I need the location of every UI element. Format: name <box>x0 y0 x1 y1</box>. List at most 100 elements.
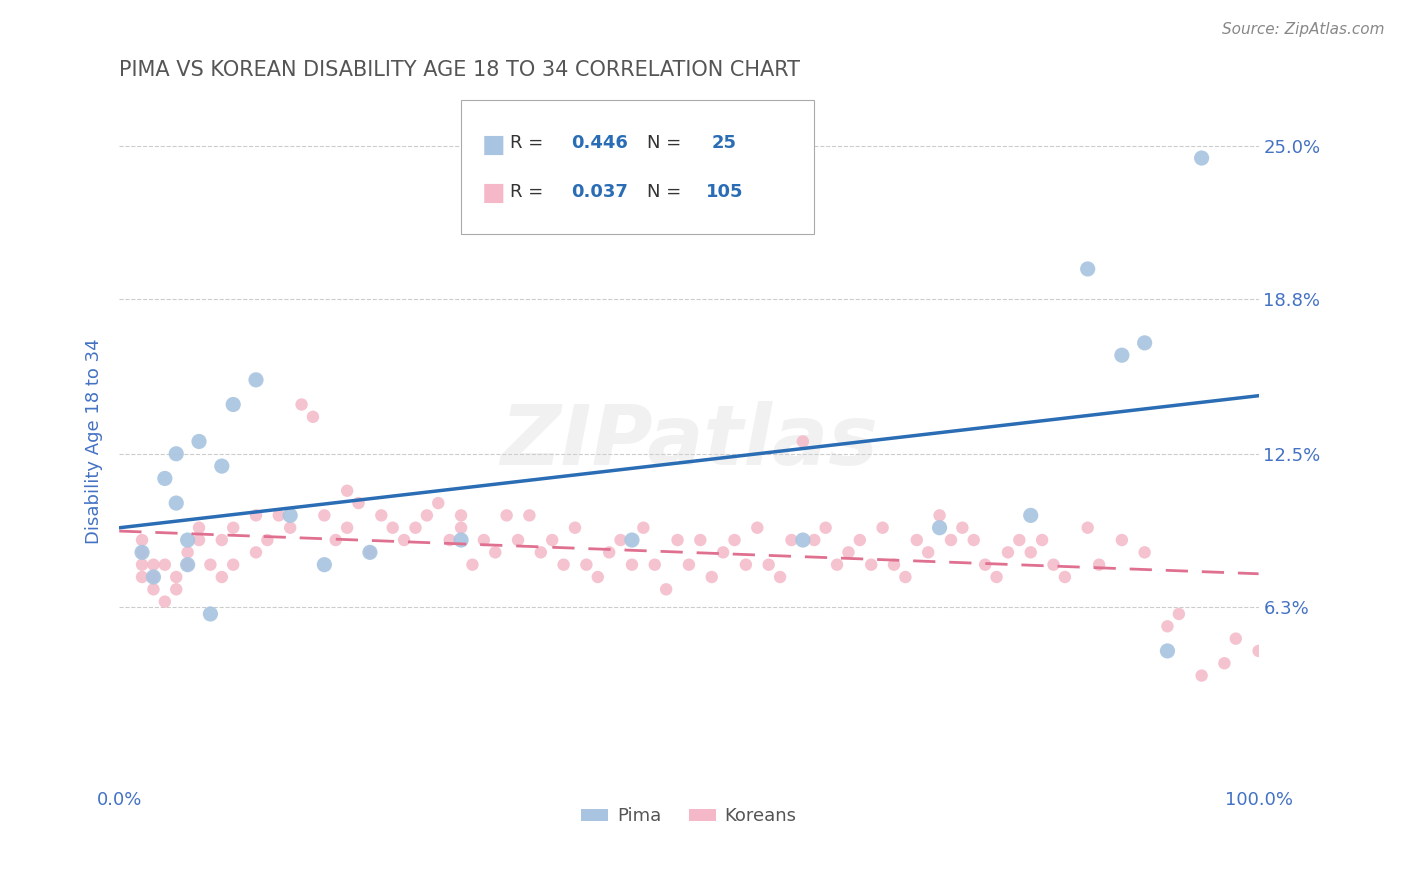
Point <box>598 545 620 559</box>
Point <box>735 558 758 572</box>
Point <box>336 521 359 535</box>
Y-axis label: Disability Age 18 to 34: Disability Age 18 to 34 <box>86 339 103 544</box>
Text: N =: N = <box>647 135 686 153</box>
Text: 25: 25 <box>711 135 737 153</box>
Point <box>1247 644 1270 658</box>
Point <box>405 521 427 535</box>
Point <box>131 545 153 559</box>
Point <box>359 545 381 559</box>
Point <box>200 558 222 572</box>
Text: 0.037: 0.037 <box>572 183 628 201</box>
FancyBboxPatch shape <box>461 100 814 235</box>
Point <box>963 533 986 547</box>
Point <box>325 533 347 547</box>
Legend: Pima, Koreans: Pima, Koreans <box>574 800 804 832</box>
Point <box>575 558 598 572</box>
Point <box>872 521 894 535</box>
Point <box>314 508 336 523</box>
Point <box>620 533 643 547</box>
Point <box>142 570 165 584</box>
Point <box>336 483 359 498</box>
Point <box>609 533 631 547</box>
Point <box>986 570 1008 584</box>
Point <box>153 558 176 572</box>
Point <box>1111 348 1133 362</box>
Point <box>1191 151 1213 165</box>
Point <box>211 459 233 474</box>
Point <box>780 533 803 547</box>
Point <box>1031 533 1053 547</box>
Point <box>792 533 814 547</box>
Point <box>974 558 997 572</box>
Point <box>758 558 780 572</box>
Point <box>131 545 153 559</box>
Point <box>825 558 848 572</box>
Point <box>392 533 415 547</box>
Point <box>689 533 711 547</box>
Point <box>290 397 312 411</box>
Point <box>541 533 564 547</box>
Text: PIMA VS KOREAN DISABILITY AGE 18 TO 34 CORRELATION CHART: PIMA VS KOREAN DISABILITY AGE 18 TO 34 C… <box>120 60 800 79</box>
Point <box>176 545 198 559</box>
Text: R =: R = <box>510 183 550 201</box>
Point <box>506 533 529 547</box>
Point <box>1213 657 1236 671</box>
Point <box>188 434 211 449</box>
Point <box>176 558 198 572</box>
Point <box>655 582 678 597</box>
Text: N =: N = <box>647 183 686 201</box>
Point <box>747 521 769 535</box>
Point <box>472 533 495 547</box>
Point <box>928 508 950 523</box>
Point <box>359 545 381 559</box>
Point <box>678 558 700 572</box>
Point <box>1077 521 1099 535</box>
Point <box>1225 632 1247 646</box>
Point <box>256 533 278 547</box>
Point <box>1019 508 1042 523</box>
Point <box>200 607 222 621</box>
Point <box>1008 533 1031 547</box>
Point <box>939 533 962 547</box>
Point <box>883 558 905 572</box>
Point <box>586 570 609 584</box>
Point <box>723 533 745 547</box>
Point <box>245 373 267 387</box>
Point <box>711 545 734 559</box>
Point <box>644 558 666 572</box>
Point <box>792 434 814 449</box>
Point <box>381 521 404 535</box>
Point <box>1077 262 1099 277</box>
Point <box>245 508 267 523</box>
Point <box>165 582 187 597</box>
Point <box>1019 545 1042 559</box>
Point <box>519 508 541 523</box>
Point <box>633 521 655 535</box>
Point <box>495 508 517 523</box>
Point <box>1191 668 1213 682</box>
Point <box>131 533 153 547</box>
Point <box>620 558 643 572</box>
Point <box>1167 607 1189 621</box>
Point <box>894 570 917 584</box>
Point <box>450 508 472 523</box>
Point <box>211 570 233 584</box>
Point <box>1133 545 1156 559</box>
Point <box>1156 644 1178 658</box>
Point <box>222 521 245 535</box>
Point <box>314 558 336 572</box>
Point <box>131 558 153 572</box>
Point <box>131 570 153 584</box>
Point <box>222 397 245 411</box>
Point <box>153 594 176 608</box>
Point <box>837 545 859 559</box>
Point <box>416 508 439 523</box>
Point <box>860 558 883 572</box>
Point <box>142 558 165 572</box>
Point <box>928 521 950 535</box>
Point <box>245 545 267 559</box>
Text: 105: 105 <box>706 183 744 201</box>
Point <box>666 533 689 547</box>
Point <box>347 496 370 510</box>
Point <box>769 570 792 584</box>
